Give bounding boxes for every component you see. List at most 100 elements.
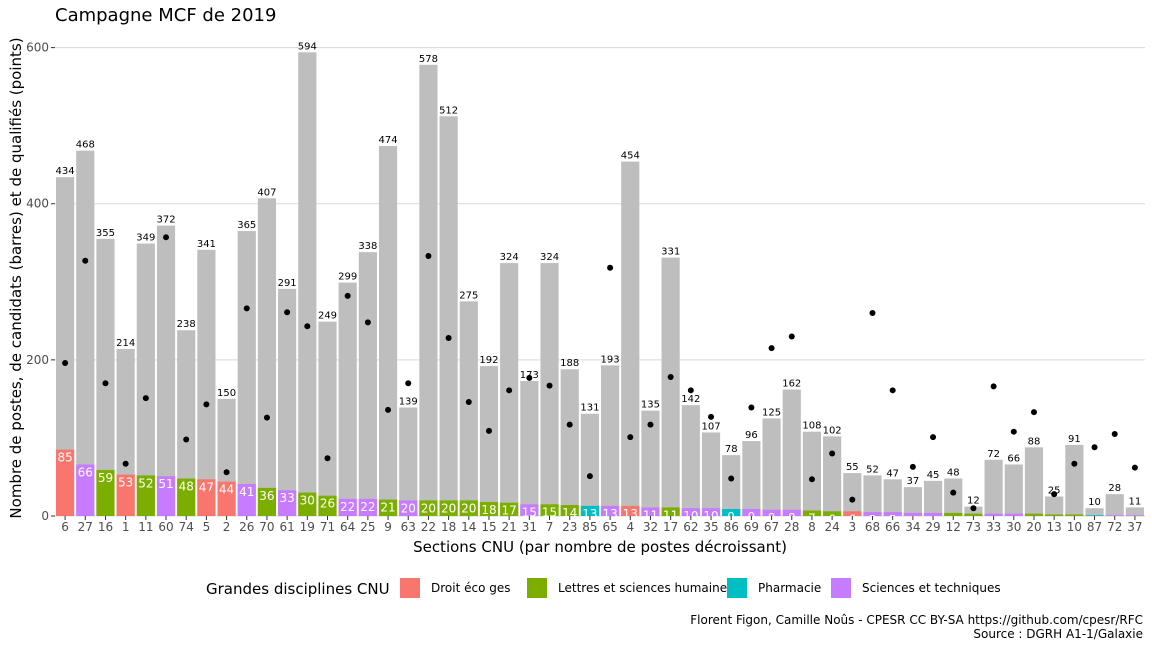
point-qualifies: [223, 469, 230, 476]
x-tick-label: 37: [1127, 520, 1142, 534]
label-postes: 20: [401, 501, 416, 515]
bar-postes: [701, 508, 721, 516]
label-postes: 15: [522, 505, 537, 519]
bars-candidats: [56, 52, 1144, 517]
bar-postes: [76, 464, 95, 516]
point-qualifies: [405, 380, 412, 387]
bar-candidats: [903, 487, 922, 516]
label-candidats: 52: [866, 464, 879, 475]
label-postes: 85: [57, 451, 72, 465]
label-candidats: 474: [379, 135, 398, 146]
x-tick-label: 1: [122, 520, 130, 534]
label-postes: 44: [219, 483, 234, 497]
label-candidats: 299: [338, 272, 357, 283]
label-postes: 13: [602, 507, 617, 521]
bar-postes: [338, 498, 357, 516]
point-qualifies: [728, 475, 735, 482]
bar-postes: [399, 500, 418, 516]
bar-candidats: [641, 410, 660, 516]
label-candidats: 434: [56, 166, 75, 177]
label-postes: 5: [869, 513, 877, 527]
label-candidats: 25: [1048, 485, 1061, 496]
label-postes: 3: [990, 515, 998, 529]
bar-candidats: [863, 475, 882, 516]
x-tick-label: 15: [481, 520, 496, 534]
x-tick-label: 85: [582, 520, 597, 534]
legend-item-droit: Droit éco ges: [400, 578, 511, 598]
label-postes: 4: [929, 514, 937, 528]
bar-postes: [479, 501, 499, 516]
x-tick-label: 18: [441, 520, 456, 534]
point-qualifies: [667, 374, 674, 381]
x-tick-label: 22: [421, 520, 436, 534]
bar-postes: [903, 512, 922, 516]
bar-postes: [96, 469, 115, 516]
x-tick-label: 68: [865, 520, 880, 534]
bar-candidats: [378, 145, 398, 517]
bar-postes: [1065, 514, 1084, 516]
point-qualifies: [607, 264, 614, 271]
label-postes: 36: [259, 489, 274, 503]
label-candidats: 193: [601, 354, 620, 365]
x-tick-label: 67: [764, 520, 779, 534]
bar-candidats: [621, 161, 640, 516]
label-candidats: 48: [947, 468, 960, 479]
label-candidats: 12: [967, 496, 980, 507]
bar-postes: [964, 513, 983, 516]
x-tick-label: 65: [602, 520, 617, 534]
point-qualifies: [465, 399, 472, 406]
label-postes: 2: [1071, 515, 1079, 529]
label-candidats: 37: [907, 476, 920, 487]
label-candidats: 578: [419, 54, 438, 65]
point-qualifies: [385, 406, 392, 413]
bar-postes: [1024, 513, 1044, 516]
x-tick-label: 17: [663, 520, 678, 534]
x-tick-label: 23: [562, 520, 577, 534]
point-qualifies: [829, 450, 836, 457]
legend-label: Droit éco ges: [431, 581, 511, 595]
point-qualifies: [1010, 428, 1017, 435]
point-qualifies: [930, 434, 937, 441]
legend-title: Grandes disciplines CNU: [206, 580, 390, 598]
x-axis: 6 27 16 1 11 60 74 5 2 26 70 61 19 71 64 25 9 63 22 18 14 15 2…: [61, 516, 1143, 534]
bar-candidats: [580, 413, 599, 516]
x-tick-label: 60: [158, 520, 173, 534]
point-qualifies: [768, 345, 775, 352]
caption-credits: Florent Figon, Camille Noûs - CPESR CC B…: [690, 613, 1143, 627]
bar-postes: [843, 511, 862, 516]
point-qualifies: [1030, 409, 1037, 416]
label-postes: 11: [643, 508, 658, 522]
label-candidats: 372: [156, 215, 175, 226]
bar-postes: [722, 508, 741, 516]
label-postes: 1: [1091, 516, 1099, 530]
label-candidats: 55: [846, 462, 859, 473]
bar-candidats: [1024, 447, 1044, 516]
bar-candidats: [338, 282, 357, 516]
y-axis: 0 200 400 600: [26, 41, 55, 523]
label-candidats: 142: [681, 394, 700, 405]
label-candidats: 338: [358, 241, 377, 252]
bar-postes: [621, 505, 640, 516]
label-candidats: 45: [927, 470, 940, 481]
label-candidats: 341: [197, 239, 216, 250]
bar-candidats: [964, 506, 983, 516]
label-postes: 20: [421, 501, 436, 515]
label-postes: 3: [1030, 515, 1038, 529]
label-candidats: 150: [217, 388, 236, 399]
bar-postes: [762, 509, 781, 516]
x-tick-label: 12: [946, 520, 961, 534]
label-candidats: 78: [725, 444, 738, 455]
bar-candidats: [298, 52, 317, 516]
legend-label: Lettres et sciences humaines: [558, 581, 733, 595]
x-tick-label: 8: [808, 520, 816, 534]
bar-candidats: [419, 64, 438, 516]
point-qualifies: [122, 460, 129, 467]
x-tick-label: 35: [703, 520, 718, 534]
label-postes: 3: [970, 515, 978, 529]
point-qualifies: [485, 427, 492, 434]
label-postes: 22: [360, 500, 375, 514]
bar-postes: [923, 512, 943, 516]
point-qualifies: [708, 413, 715, 420]
